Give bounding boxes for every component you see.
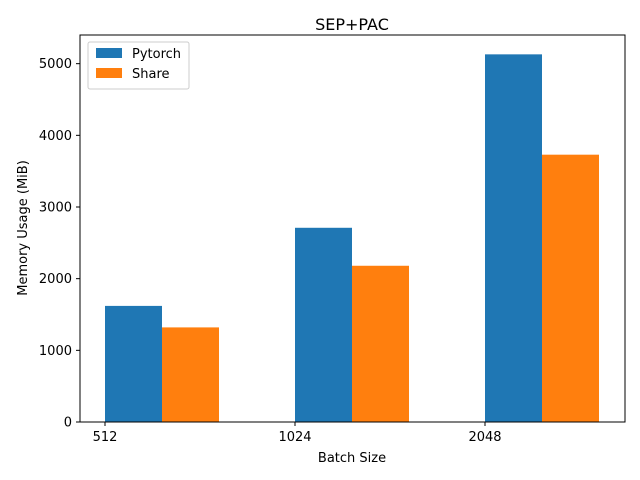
legend: Pytorch Share xyxy=(87,41,190,90)
legend-swatch-pytorch xyxy=(96,48,122,58)
plot-frame xyxy=(79,34,626,423)
bars-group xyxy=(105,54,599,422)
bar-share-1024 xyxy=(352,265,409,422)
legend-label-pytorch: Pytorch xyxy=(132,47,181,62)
legend-swatch-share xyxy=(96,68,122,78)
y-axis-label: Memory Usage (MiB) xyxy=(16,160,31,296)
bar-pytorch-512 xyxy=(105,305,162,422)
y-tick-label: 1000 xyxy=(39,344,72,359)
y-axis: 0 1000 2000 3000 4000 5000 xyxy=(39,57,80,431)
legend-label-share: Share xyxy=(132,67,170,82)
x-tick-label: 1024 xyxy=(278,430,311,445)
x-tick-label: 2048 xyxy=(468,430,501,445)
x-axis-label: Batch Size xyxy=(318,451,386,466)
chart-title: SEP+PAC xyxy=(315,15,389,34)
bar-share-2048 xyxy=(542,154,599,422)
y-tick-label: 2000 xyxy=(39,272,72,287)
x-tick-label: 512 xyxy=(93,430,118,445)
bar-pytorch-2048 xyxy=(485,54,542,422)
y-tick-label: 4000 xyxy=(39,129,72,144)
x-axis: 512 1024 2048 xyxy=(93,422,502,445)
y-tick-label: 3000 xyxy=(39,201,72,216)
y-tick-label: 5000 xyxy=(39,57,72,72)
bar-share-512 xyxy=(162,327,219,422)
bar-pytorch-1024 xyxy=(295,227,352,422)
y-tick-label: 0 xyxy=(64,416,72,431)
